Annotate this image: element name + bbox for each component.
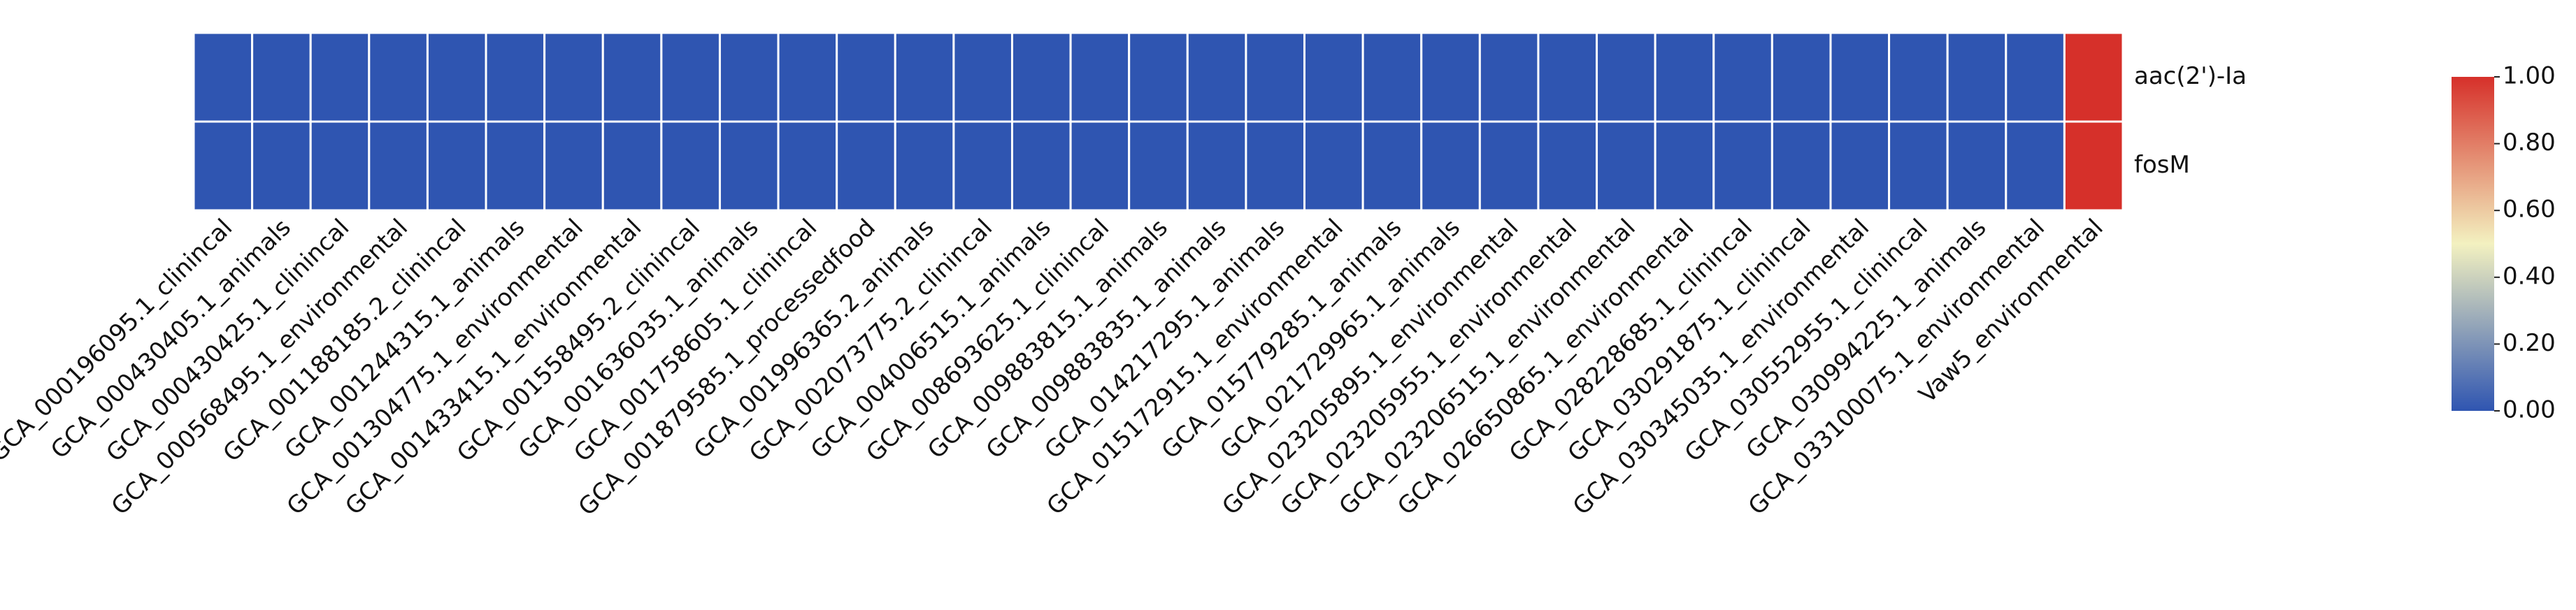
heatmap-cell [1537, 120, 1598, 212]
heatmap-cell [1537, 31, 1598, 123]
heatmap-cell [368, 120, 429, 212]
colorbar [2452, 77, 2494, 411]
heatmap-cell [660, 120, 721, 212]
heatmap-cell [1712, 120, 1773, 212]
colorbar-tick-label: 0.80 [2503, 129, 2556, 157]
heatmap-cell [2063, 120, 2124, 212]
heatmap-cell [485, 31, 546, 123]
heatmap-cell [1478, 120, 1540, 212]
heatmap-cell [1888, 31, 1949, 123]
heatmap-cell [251, 120, 312, 212]
heatmap-cell [192, 31, 254, 123]
heatmap-cell [485, 120, 546, 212]
heatmap-cell [192, 120, 254, 212]
colorbar-tick-label: 1.00 [2503, 62, 2556, 90]
heatmap-cell [1010, 31, 1072, 123]
heatmap-cell [1712, 31, 1773, 123]
heatmap-cell [1596, 120, 1656, 212]
heatmap-cell [1770, 120, 1832, 212]
heatmap-cell [836, 31, 896, 123]
heatmap-cell [1245, 120, 1306, 212]
heatmap-cell [1186, 31, 1247, 123]
heatmap-cell [777, 120, 838, 212]
heatmap-cell [1946, 31, 2008, 123]
heatmap-cell [1829, 120, 1891, 212]
heatmap-cell [1186, 120, 1247, 212]
heatmap-cell [601, 31, 663, 123]
heatmap-cell [1654, 120, 1715, 212]
heatmap-cell [309, 31, 371, 123]
heatmap-cell [309, 120, 371, 212]
heatmap-cell [718, 120, 780, 212]
heatmap-cell [952, 31, 1013, 123]
colorbar-tick-label: 0.20 [2503, 329, 2556, 357]
heatmap-cell [894, 31, 955, 123]
heatmap-cell [601, 120, 663, 212]
heatmap-cell [1420, 120, 1481, 212]
heatmap-cell [543, 120, 604, 212]
heatmap-cell [251, 31, 312, 123]
heatmap-cell [368, 31, 429, 123]
colorbar-tick-label: 0.00 [2503, 396, 2556, 424]
heatmap-cell [1128, 120, 1189, 212]
heatmap-cell [1361, 31, 1423, 123]
heatmap-cell [952, 120, 1013, 212]
heatmap-cell [718, 31, 780, 123]
heatmap-cell [2063, 31, 2124, 123]
colorbar-tick-label: 0.40 [2503, 262, 2556, 290]
heatmap-cell [1245, 31, 1306, 123]
heatmap-cell [1361, 120, 1423, 212]
heatmap-cell [426, 120, 487, 212]
heatmap-cell [660, 31, 721, 123]
heatmap-cell [1596, 31, 1656, 123]
heatmap-cell [1303, 31, 1364, 123]
heatmap-cell [1010, 120, 1072, 212]
heatmap-cell [1128, 31, 1189, 123]
heatmap-cell [1829, 31, 1891, 123]
heatmap-cell [777, 31, 838, 123]
heatmap-cell [1654, 31, 1715, 123]
heatmap-cell [543, 31, 604, 123]
heatmap-cell [1770, 31, 1832, 123]
heatmap-cell [1478, 31, 1540, 123]
heatmap-cell [1069, 120, 1131, 212]
heatmap-cell [2005, 120, 2066, 212]
row-label: fosM [2134, 151, 2190, 179]
heatmap-cell [1069, 31, 1131, 123]
row-label: aac(2')-Ia [2134, 62, 2247, 90]
heatmap-cell [1303, 120, 1364, 212]
heatmap-cell [2005, 31, 2066, 123]
heatmap-cell [894, 120, 955, 212]
heatmap-cell [1420, 31, 1481, 123]
heatmap-cell [1946, 120, 2008, 212]
heatmap-cell [1888, 120, 1949, 212]
heatmap-cell [836, 120, 896, 212]
heatmap-cell [426, 31, 487, 123]
colorbar-tick-label: 0.60 [2503, 196, 2556, 224]
